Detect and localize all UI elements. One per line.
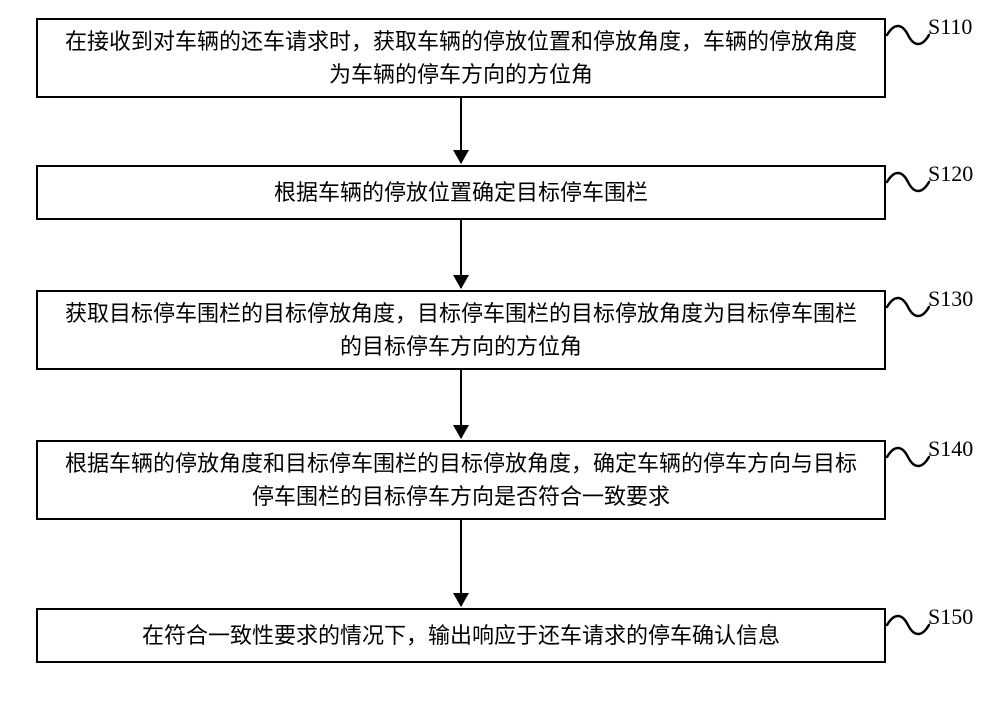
flow-step-s130: 获取目标停车围栏的目标停放角度，目标停车围栏的目标停放角度为目标停车围栏的目标停… <box>36 290 886 370</box>
wave-connector <box>886 443 930 469</box>
flow-step-label: S150 <box>928 604 973 630</box>
flow-step-text: 根据车辆的停放角度和目标停车围栏的目标停放角度，确定车辆的停车方向与目标停车围栏… <box>58 447 864 513</box>
flow-step-text: 在接收到对车辆的还车请求时，获取车辆的停放位置和停放角度，车辆的停放角度为车辆的… <box>58 25 864 91</box>
flow-arrow <box>460 520 462 606</box>
flow-step-s140: 根据车辆的停放角度和目标停车围栏的目标停放角度，确定车辆的停车方向与目标停车围栏… <box>36 440 886 520</box>
wave-connector <box>886 168 930 194</box>
flow-step-text: 根据车辆的停放位置确定目标停车围栏 <box>274 176 648 209</box>
flow-step-text: 在符合一致性要求的情况下，输出响应于还车请求的停车确认信息 <box>142 619 780 652</box>
flow-step-label: S120 <box>928 161 973 187</box>
flow-arrow <box>460 220 462 288</box>
wave-connector <box>886 293 930 319</box>
flow-step-s120: 根据车辆的停放位置确定目标停车围栏 <box>36 165 886 220</box>
flow-arrow <box>460 370 462 438</box>
flow-step-label: S140 <box>928 436 973 462</box>
flow-step-s150: 在符合一致性要求的情况下，输出响应于还车请求的停车确认信息 <box>36 608 886 663</box>
flow-arrow <box>460 98 462 163</box>
flow-step-s110: 在接收到对车辆的还车请求时，获取车辆的停放位置和停放角度，车辆的停放角度为车辆的… <box>36 18 886 98</box>
flow-step-text: 获取目标停车围栏的目标停放角度，目标停车围栏的目标停放角度为目标停车围栏的目标停… <box>58 297 864 363</box>
flow-step-label: S110 <box>928 14 972 40</box>
wave-connector <box>886 611 930 637</box>
wave-connector <box>886 21 930 47</box>
flow-step-label: S130 <box>928 286 973 312</box>
